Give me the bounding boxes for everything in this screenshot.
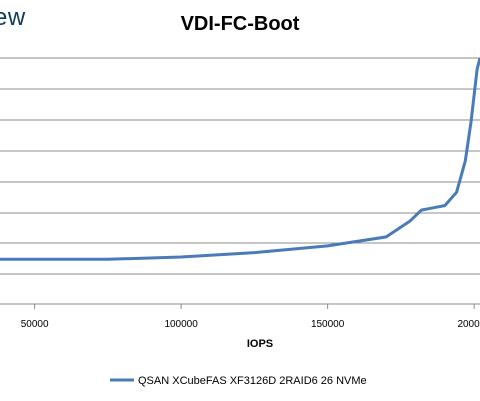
x-tick-label: 50000 bbox=[21, 319, 49, 330]
brand-logo: ew bbox=[0, 4, 26, 31]
series-line bbox=[0, 57, 480, 261]
x-tick-label: 200000 bbox=[457, 319, 480, 330]
x-tick-label: 150000 bbox=[311, 319, 345, 330]
x-tick-label: 100000 bbox=[164, 319, 198, 330]
series-lines bbox=[0, 57, 480, 261]
legend: QSAN XCubeFAS XF3126D 2RAID6 26 NVMe bbox=[110, 375, 367, 387]
x-axis-ticks: 50000 100000 150000 200000 bbox=[21, 304, 480, 330]
chart-title: VDI-FC-Boot bbox=[180, 13, 300, 35]
legend-label: QSAN XCubeFAS XF3126D 2RAID6 26 NVMe bbox=[138, 375, 367, 387]
gridlines bbox=[0, 57, 480, 305]
x-axis-label: IOPS bbox=[247, 338, 273, 350]
